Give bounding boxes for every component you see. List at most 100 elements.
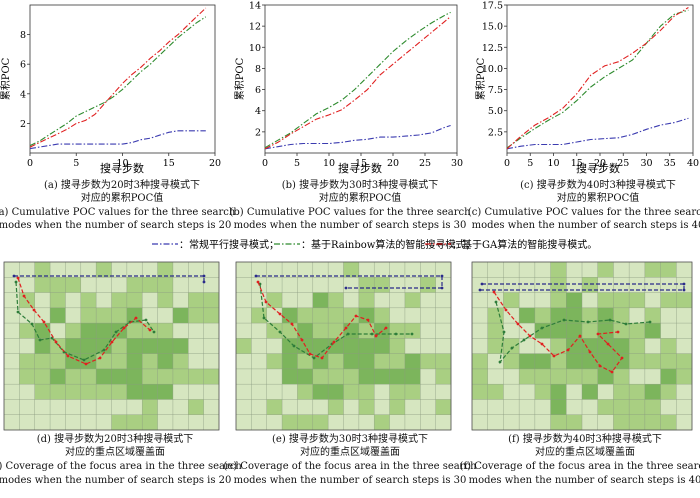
coverage-cell <box>374 368 390 385</box>
caption-f-en2: modes when the number of search steps is… <box>469 475 700 486</box>
coverage-cell <box>50 323 66 339</box>
y-tick-label: 8 <box>20 30 26 41</box>
coverage-cell <box>613 307 630 324</box>
x-tick-label: 20 <box>387 158 399 169</box>
coverage-cell <box>188 323 204 339</box>
coverage-cell <box>435 368 452 385</box>
coverage-cell <box>374 399 390 416</box>
coverage-cell <box>266 292 283 309</box>
coverage-cell <box>34 323 51 339</box>
coverage-cell <box>550 384 567 400</box>
coverage-cell <box>374 384 390 400</box>
coverage-cell <box>676 414 693 431</box>
coverage-cell <box>358 399 375 416</box>
coverage-cell <box>644 384 661 400</box>
coverage-cell <box>266 384 283 400</box>
coverage-cell <box>126 353 143 370</box>
coverage-captions: (d) 搜寻步数为20时3种搜寻模式下 对应的重点区域覆盖面 (d) Cover… <box>0 432 700 486</box>
coverage-cell <box>404 384 421 400</box>
coverage-cell <box>420 262 436 278</box>
coverage-cell <box>236 353 252 370</box>
coverage-cell <box>566 384 583 400</box>
map-frame <box>3 261 220 431</box>
coverage-cell <box>644 353 661 370</box>
caption-b-zh2: 对应的累积POC值 <box>319 191 402 204</box>
coverage-cell <box>566 277 583 293</box>
coverage-cell <box>534 384 551 400</box>
chart-c-ylabel: 累积POC <box>475 57 487 100</box>
path-conventional-step <box>440 286 444 290</box>
coverage-cell <box>80 323 97 339</box>
coverage-map-f <box>471 261 693 431</box>
coverage-cell <box>597 338 614 354</box>
coverage-cell <box>534 292 551 309</box>
path-ga-step <box>620 356 624 360</box>
path-rainbow-step <box>648 320 652 324</box>
path-rainbow-step <box>510 346 514 350</box>
chart-b: 0 5 10 15 20 25 30 2 4 6 8 10 12 14 累积POC 搜寻步数 (b) 搜寻… <box>229 1 471 232</box>
legend-label-rainbow: ：基于Rainbow算法的智能搜寻模式； <box>301 238 475 251</box>
y-tick-label: 7.5 <box>488 85 503 96</box>
caption-a-zh: (a) 搜寻步数为20时3种搜寻模式下 <box>44 178 200 191</box>
coverage-cell <box>251 414 268 431</box>
caption-f-zh2: 对应的重点区域覆盖面 <box>535 445 635 458</box>
coverage-cell <box>676 292 693 309</box>
path-ga <box>17 277 151 365</box>
coverage-cell <box>343 399 360 416</box>
y-tick-label: 12 <box>249 22 261 33</box>
coverage-cell <box>297 292 314 309</box>
coverage-cell <box>660 414 677 431</box>
coverage-cell <box>420 307 436 324</box>
coverage-cell <box>550 277 567 293</box>
coverage-cell <box>534 414 551 431</box>
coverage-cell <box>420 277 436 293</box>
chart-b-frame <box>264 4 458 154</box>
coverage-cell <box>487 353 504 370</box>
coverage-cell <box>251 323 268 339</box>
map-frame <box>235 261 452 431</box>
coverage-cell <box>19 323 36 339</box>
coverage-cell <box>4 292 20 309</box>
coverage-cell <box>251 368 268 385</box>
coverage-cell <box>519 292 536 309</box>
coverage-cell <box>613 399 630 416</box>
path-rainbow-step <box>494 300 498 304</box>
coverage-cell <box>644 277 661 293</box>
coverage-cell <box>266 399 283 416</box>
coverage-cell <box>597 292 614 309</box>
coverage-cell <box>472 323 489 339</box>
caption-b-zh: (b) 搜寻步数为30时3种搜寻模式下 <box>282 178 438 191</box>
coverage-cell <box>236 338 252 354</box>
coverage-cell <box>96 292 112 309</box>
x-tick-label: 15 <box>163 158 175 169</box>
y-tick-label: 10.0 <box>482 64 503 75</box>
coverage-cell <box>236 368 252 385</box>
coverage-cell <box>582 399 599 416</box>
path-ga-step <box>374 334 378 338</box>
coverage-cell <box>343 353 360 370</box>
coverage-cell <box>142 262 158 278</box>
path-rainbow-step <box>608 318 612 322</box>
coverage-cell <box>96 323 112 339</box>
y-tick-label: 2 <box>20 119 26 130</box>
path-rainbow-step <box>410 332 414 336</box>
caption-a-zh2: 对应的累积POC值 <box>81 191 164 204</box>
coverage-cell <box>343 323 360 339</box>
coverage-cell <box>487 323 504 339</box>
path-ga-step <box>66 354 70 358</box>
coverage-cell <box>282 292 298 309</box>
coverage-cell <box>644 338 661 354</box>
coverage-cell <box>404 307 421 324</box>
path-conventional <box>480 283 685 291</box>
coverage-cell <box>282 323 298 339</box>
series-line-ga <box>264 16 451 150</box>
coverage-cell <box>487 262 504 278</box>
coverage-cell <box>50 292 66 309</box>
coverage-cell <box>297 384 314 400</box>
coverage-cell <box>203 262 220 278</box>
coverage-cell <box>142 277 158 293</box>
path-ga-step <box>22 294 26 298</box>
path-ga-step <box>290 322 294 326</box>
coverage-cell <box>19 338 36 354</box>
coverage-cell <box>404 292 421 309</box>
